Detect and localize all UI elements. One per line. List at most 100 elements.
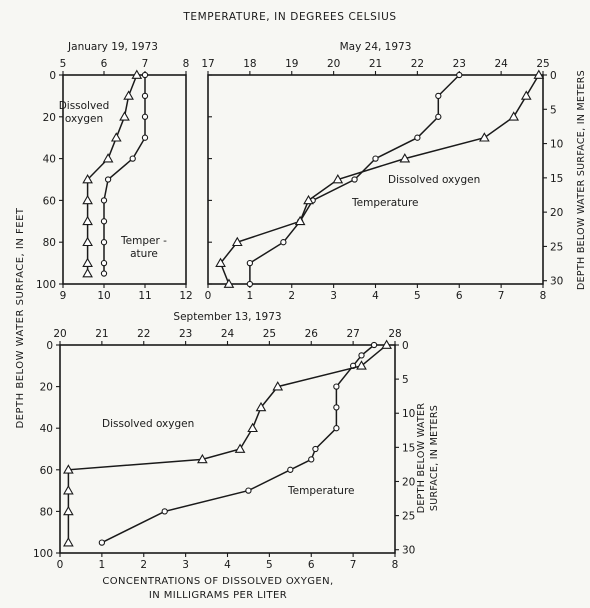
temperature-point	[100, 259, 108, 267]
top-axis-tick-label: 25	[536, 58, 549, 70]
depth-feet-tick-label: 60	[40, 465, 53, 477]
bottom-axis-tick-label: 11	[138, 290, 151, 302]
dissolved-oxygen-point	[247, 422, 258, 433]
left-axis-title: DEPTH BELOW WATER SURFACE, IN FEET	[15, 207, 26, 428]
top-axis-tick-label: 6	[101, 58, 108, 70]
dissolved-oxygen-point	[63, 505, 74, 516]
dissolved-oxygen-point	[356, 360, 367, 370]
dissolved-oxygen-series-label: Dissolved	[59, 100, 110, 112]
temperature-point	[333, 383, 340, 390]
top-axis-tick-label: 26	[305, 328, 319, 340]
depth-meters-tick-label: 5	[402, 374, 409, 386]
top-axis-tick-label: 24	[494, 58, 508, 70]
depth-meters-tick-label: 20	[550, 207, 563, 219]
dissolved-oxygen-point	[63, 485, 74, 495]
temperature-point	[245, 487, 252, 494]
top-axis-tick-label: 18	[243, 58, 256, 70]
depth-feet-tick-label: 20	[40, 382, 53, 394]
dissolved-oxygen-point	[197, 453, 208, 464]
temperature-point	[104, 176, 112, 183]
top-axis-tick-label: 21	[95, 328, 108, 340]
depth-meters-tick-label: 15	[402, 442, 415, 454]
panel-title: May 24, 1973	[340, 41, 412, 53]
dissolved-oxygen-point	[63, 537, 74, 547]
bottom-axis-tick-label: 0	[57, 559, 64, 571]
dissolved-oxygen-point	[255, 401, 267, 412]
dissolved-oxygen-point	[82, 257, 93, 267]
temperature-point	[100, 270, 108, 277]
temperature-point	[287, 466, 294, 473]
temperature-point	[333, 404, 340, 411]
dissolved-oxygen-profile-line	[67, 344, 388, 543]
top-axis-tick-label: 27	[346, 328, 359, 340]
bottom-axis-tick-label: 10	[97, 290, 110, 302]
top-axis-tick-label: 23	[179, 328, 192, 340]
top-axis-tick-label: 7	[142, 58, 149, 70]
right-axis-title-top: DEPTH BELOW WATER SURFACE, IN METERS	[576, 70, 587, 290]
dissolved-oxygen-profile-line	[219, 74, 540, 285]
dissolved-oxygen-point	[332, 173, 344, 184]
temperature-point	[246, 280, 254, 288]
dissolved-oxygen-point	[119, 111, 130, 121]
dissolved-oxygen-point	[294, 215, 306, 226]
panel-september: 20 21 22 23 24 25 26 27 280 1 2 3 4 5 6 7 80204060801000…	[33, 311, 415, 571]
dissolved-oxygen-point	[479, 132, 490, 142]
top-axis-tick-label: 17	[201, 58, 214, 70]
depth-feet-tick-label: 80	[43, 237, 56, 249]
bottom-axis-tick-label: 3	[182, 559, 189, 571]
panel-january: 5 6 7 8 9 10 11 12 0 20 40 60 80 100 January 19, 1973 T…	[36, 41, 193, 302]
top-axis-tick-label: 20	[327, 58, 340, 70]
bottom-title-line2: IN MILLIGRAMS PER LITER	[149, 590, 287, 601]
right-axis-title-bottom-line2: SURFACE, IN METERS	[429, 405, 440, 511]
depth-feet-tick-label: 0	[49, 70, 56, 82]
dissolved-oxygen-point	[131, 69, 143, 79]
bottom-axis-tick-label: 4	[224, 559, 231, 571]
bottom-axis-tick-label: 6	[456, 290, 463, 302]
bottom-axis-tick-label: 1	[247, 290, 254, 302]
figure-top-title: TEMPERATURE, IN DEGREES CELSIUS	[182, 11, 396, 23]
top-axis-tick-label: 5	[60, 58, 67, 70]
temperature-point	[358, 352, 365, 359]
depth-feet-tick-label: 40	[43, 154, 56, 166]
dissolved-oxygen-point	[231, 236, 243, 247]
top-axis-tick-label: 23	[453, 58, 466, 70]
temperature-point	[370, 341, 378, 349]
depth-meters-tick-label: 15	[550, 173, 563, 185]
depth-meters-tick-label: 30	[550, 276, 563, 288]
temperature-point	[129, 155, 136, 162]
dissolved-oxygen-point	[82, 215, 93, 226]
bottom-axis-tick-label: 8	[392, 559, 399, 571]
depth-meters-tick-label: 25	[550, 241, 563, 253]
temperature-point	[280, 239, 287, 246]
bottom-axis-tick-label: 3	[330, 290, 337, 302]
temperature-point	[372, 155, 379, 162]
bottom-axis-tick-label: 5	[414, 290, 421, 302]
bottom-axis-tick-label: 9	[60, 290, 67, 302]
depth-feet-tick-label: 100	[36, 279, 56, 291]
top-axis-tick-label: 21	[369, 58, 382, 70]
temperature-point	[141, 134, 149, 141]
top-axis-tick-label: 20	[53, 328, 66, 340]
dissolved-oxygen-point	[82, 173, 93, 184]
dissolved-oxygen-point	[508, 111, 520, 121]
dissolved-oxygen-point	[533, 69, 545, 79]
temperature-point	[161, 508, 168, 515]
depth-feet-tick-label: 60	[43, 195, 56, 207]
temperature-point	[246, 259, 254, 267]
temperature-point	[435, 92, 442, 100]
temperature-point	[308, 456, 315, 463]
bottom-title-line1: CONCENTRATIONS OF DISSOLVED OXYGEN,	[102, 576, 333, 587]
temperature-series-label: Temperature	[287, 485, 355, 497]
temperature-series-label: Temperature	[351, 197, 419, 209]
dissolved-oxygen-series-label: Dissolved oxygen	[102, 418, 194, 430]
top-axis-tick-label: 19	[285, 58, 298, 70]
depth-meters-tick-label: 0	[550, 70, 557, 82]
depth-meters-tick-label: 20	[402, 476, 415, 488]
temperature-point	[435, 113, 442, 120]
depth-feet-tick-label: 0	[46, 340, 53, 352]
bottom-axis-tick-label: 2	[288, 290, 295, 302]
temperature-point	[100, 218, 108, 225]
bottom-axis-tick-label: 1	[99, 559, 106, 571]
right-axis-title-bottom-line1: DEPTH BELOW WATER	[416, 403, 427, 514]
